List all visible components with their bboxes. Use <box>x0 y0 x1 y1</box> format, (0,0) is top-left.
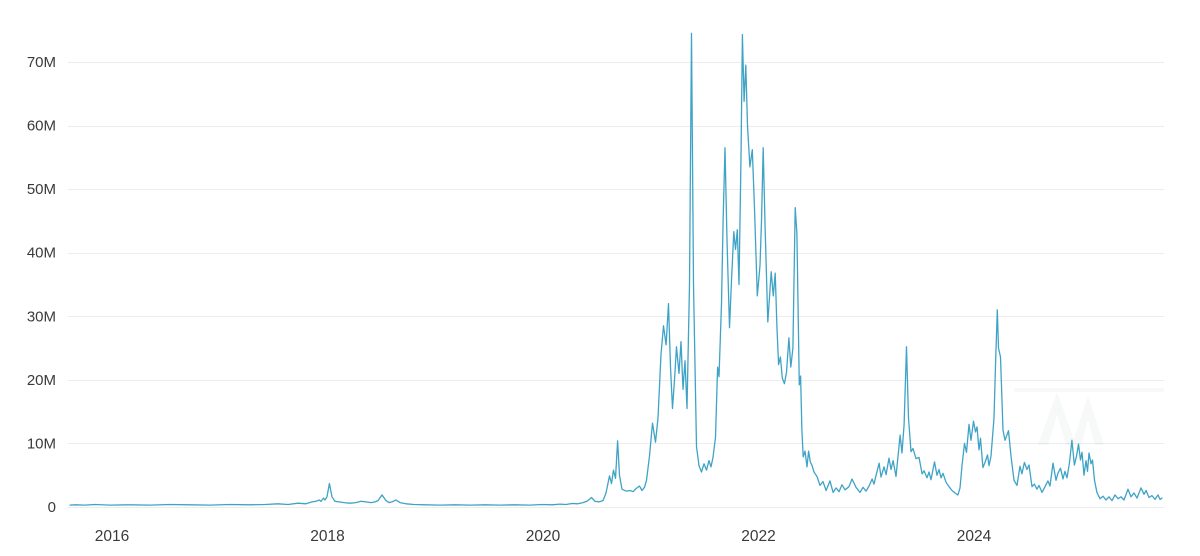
y-axis-tick-label: 0 <box>48 499 56 516</box>
data-series-line <box>69 32 1163 506</box>
x-axis-tick-label: 2020 <box>526 528 561 545</box>
y-axis-tick-label: 10M <box>27 435 56 452</box>
y-axis-tick-label: 20M <box>27 372 56 389</box>
x-axis-tick-label: 2022 <box>741 528 775 545</box>
y-axis-tick-label: 60M <box>27 118 56 135</box>
x-axis-tick-label: 2018 <box>310 528 344 545</box>
y-axis-tick-label: 30M <box>27 308 56 325</box>
y-axis-tick-label: 40M <box>27 245 56 262</box>
y-axis-tick-label: 50M <box>27 181 56 198</box>
x-axis-tick-label: 2016 <box>95 528 129 545</box>
x-axis-tick-label: 2024 <box>957 528 992 545</box>
watermark-logo <box>1014 388 1164 445</box>
y-axis-tick-label: 70M <box>27 54 56 71</box>
